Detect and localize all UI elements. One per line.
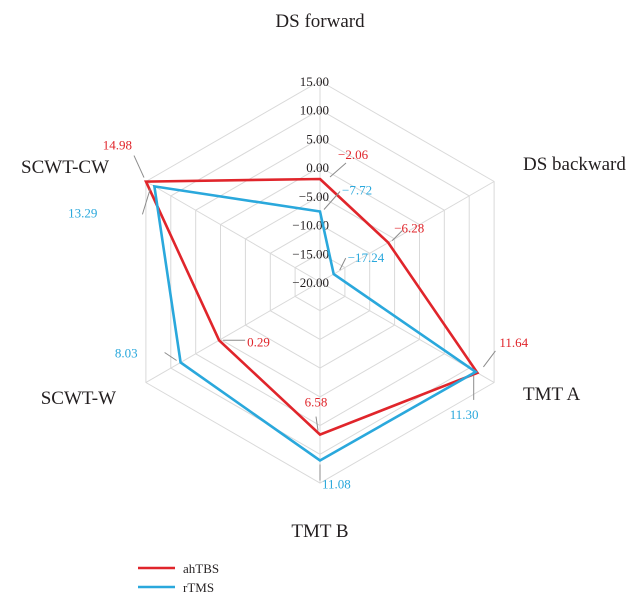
data-label-ahtbs: 11.64 — [499, 335, 528, 350]
data-label-ahtbs: 0.29 — [247, 334, 270, 349]
data-label-ahtbs: 6.58 — [305, 395, 328, 410]
data-label-rtms: 11.08 — [322, 477, 351, 492]
radial-tick-label: 10.00 — [300, 103, 329, 118]
radial-tick-label: −15.00 — [292, 246, 329, 261]
legend-label-rtms: rTMS — [183, 580, 214, 595]
axis-spoke — [145, 181, 321, 283]
radial-tick-labels: 15.00 10.00 5.00 0.00 −5.00 −10.00 −15.00 −20.0… — [292, 74, 329, 290]
axis-label-tmt-a: TMT A — [523, 384, 580, 405]
data-label-leader — [339, 257, 347, 271]
data-label-rtms: 8.03 — [115, 346, 138, 361]
data-label-ahtbs: 14.98 — [103, 138, 132, 153]
data-label-rtms: 11.30 — [450, 407, 479, 422]
axis-label-scwt-w: SCWT-W — [41, 388, 116, 409]
axis-label-scwt-cw: SCWT-CW — [21, 157, 109, 178]
data-label-leader — [315, 416, 319, 431]
series-ahtbs-line — [143, 177, 480, 437]
data-label-leader — [329, 162, 347, 178]
radial-tick-label: −20.00 — [292, 275, 329, 290]
axis-labels: DS forward DS backward TMT A TMT B SCWT-W SCW… — [21, 11, 626, 542]
data-label-leaders — [133, 155, 496, 481]
axis-spoke — [145, 281, 321, 383]
radar-grid — [145, 80, 495, 484]
radial-tick-label: −5.00 — [299, 189, 329, 204]
data-label-rtms: −7.72 — [342, 183, 372, 198]
radial-tick-label: 5.00 — [306, 131, 329, 146]
axis-spoke — [319, 181, 495, 283]
radial-tick-label: 0.00 — [306, 160, 329, 175]
data-label-leader — [323, 191, 341, 210]
legend-label-ahtbs: ahTBS — [183, 561, 219, 576]
data-label-ahtbs: −6.28 — [394, 221, 424, 236]
data-label-rtms: −17.24 — [348, 250, 385, 265]
data-label-leader — [482, 350, 496, 368]
series-rtms-line — [152, 184, 479, 463]
radial-tick-label: 15.00 — [300, 74, 329, 89]
data-label-ahtbs: −2.06 — [338, 147, 369, 162]
data-label-leader — [141, 188, 151, 215]
legend: ahTBS rTMS — [138, 561, 219, 595]
axis-label-ds-forward: DS forward — [275, 11, 365, 32]
axis-label-tmt-b: TMT B — [291, 521, 348, 542]
data-label-rtms: 13.29 — [68, 205, 97, 220]
data-label-leader — [133, 155, 145, 178]
axis-label-ds-backward: DS backward — [523, 154, 626, 175]
series-lines — [143, 177, 480, 463]
data-label-leader — [391, 230, 403, 241]
radial-tick-label: −10.00 — [292, 218, 329, 233]
data-label-leader — [164, 352, 177, 361]
data-labels: −2.06 −6.28 11.64 6.58 0.29 14.98 −7.72 −17.24 1… — [68, 138, 529, 492]
